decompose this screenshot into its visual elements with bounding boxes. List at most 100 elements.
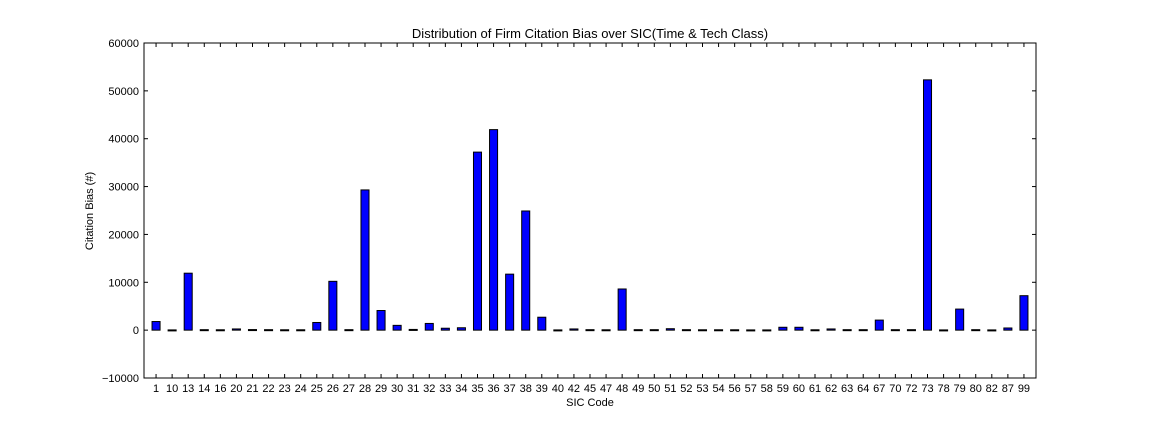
bar-25 [313,322,321,330]
bar-13 [184,273,192,330]
bar-82 [988,330,996,331]
bar-47 [602,330,610,331]
x-tick-label: 63 [841,383,853,395]
bar-27 [345,330,353,331]
bar-16 [216,330,224,331]
x-tick-label: 29 [375,383,387,395]
x-tick-label: 35 [471,383,483,395]
x-tick-label: 26 [327,383,339,395]
x-tick-label: 24 [295,383,307,395]
x-tick-label: 33 [439,383,451,395]
bar-45 [586,330,594,331]
x-tick-label: 47 [600,383,612,395]
x-tick-label: 45 [584,383,596,395]
x-tick-label: 67 [873,383,885,395]
bar-26 [329,281,337,330]
bar-62 [827,329,835,330]
bar-78 [940,330,948,331]
x-tick-label: 58 [761,383,773,395]
x-tick-label: 39 [536,383,548,395]
x-tick-label: 1 [153,383,159,395]
x-tick-label: 82 [986,383,998,395]
bar-39 [538,317,546,330]
x-tick-label: 14 [198,383,210,395]
bar-23 [281,330,289,331]
x-tick-label: 78 [937,383,949,395]
x-tick-label: 80 [970,383,982,395]
bar-1 [152,322,160,331]
x-tick-label: 28 [359,383,371,395]
x-tick-label: 16 [214,383,226,395]
bar-70 [891,330,899,331]
bar-51 [666,329,674,330]
bar-56 [731,330,739,331]
bar-38 [522,211,530,330]
bar-42 [570,329,578,330]
y-tick-label: 0 [133,325,139,337]
x-tick-label: 59 [777,383,789,395]
y-axis-label: Citation Bias (#) [84,172,96,250]
bar-52 [682,330,690,331]
bar-21 [248,330,256,331]
bar-29 [377,311,385,331]
bar-58 [763,330,771,331]
x-tick-label: 27 [343,383,355,395]
x-tick-label: 22 [262,383,274,395]
x-tick-label: 49 [632,383,644,395]
bar-60 [795,327,803,330]
y-tick-label: 50000 [108,86,139,98]
bars-group [152,80,1028,331]
x-tick-label: 38 [520,383,532,395]
x-tick-label: 72 [905,383,917,395]
x-tick-label: 32 [423,383,435,395]
bar-49 [634,330,642,331]
y-tick-label: 40000 [108,134,139,146]
bar-37 [506,274,514,330]
bar-20 [232,329,240,330]
x-tick-label: 53 [696,383,708,395]
x-tick-label: 42 [568,383,580,395]
x-tick-label: 54 [712,383,724,395]
bar-64 [859,330,867,331]
x-tick-label: 51 [664,383,676,395]
bar-54 [715,330,723,331]
x-tick-label: 34 [455,383,467,395]
bar-30 [393,325,401,330]
bar-53 [698,330,706,331]
x-axis-label: SIC Code [566,397,614,409]
x-tick-label: 73 [921,383,933,395]
bar-87 [1004,328,1012,330]
y-tick-label: 20000 [108,229,139,241]
y-tick-label: −10000 [102,373,139,385]
bar-63 [843,330,851,331]
x-tick-label: 50 [648,383,660,395]
y-tick-label: 10000 [108,277,139,289]
x-tick-label: 62 [825,383,837,395]
y-tick-label: 60000 [108,38,139,50]
bar-36 [490,130,498,331]
x-tick-label: 31 [407,383,419,395]
x-tick-label: 64 [857,383,869,395]
bar-79 [956,309,964,330]
x-tick-label: 79 [954,383,966,395]
x-tick-label: 57 [745,383,757,395]
x-tick-label: 10 [166,383,178,395]
bar-67 [875,320,883,330]
bar-32 [425,323,433,330]
bar-34 [457,328,465,330]
x-tick-label: 56 [729,383,741,395]
bar-48 [618,289,626,330]
x-tick-label: 21 [246,383,258,395]
x-tick-label: 36 [487,383,499,395]
x-tick-label: 99 [1018,383,1030,395]
x-tick-label: 20 [230,383,242,395]
bar-31 [409,329,417,330]
x-tick-label: 87 [1002,383,1014,395]
bar-50 [650,330,658,331]
bar-80 [972,330,980,331]
x-tick-label: 37 [504,383,516,395]
y-tick-label: 30000 [108,182,139,194]
bar-14 [200,330,208,331]
x-tick-label: 70 [889,383,901,395]
